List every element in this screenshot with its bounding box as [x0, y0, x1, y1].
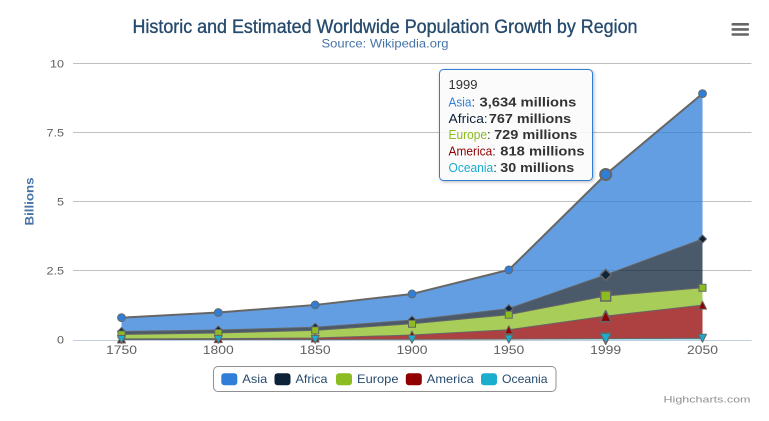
svg-text:0: 0	[57, 335, 64, 347]
svg-text:America:: America:	[449, 144, 496, 159]
svg-text:1950: 1950	[493, 343, 524, 357]
svg-text:Billions: Billions	[23, 177, 37, 225]
svg-text:Africa:: Africa:	[449, 111, 488, 126]
svg-text:America: America	[427, 372, 474, 386]
svg-text:1999: 1999	[590, 343, 621, 357]
svg-text:3,634 millions: 3,634 millions	[480, 94, 577, 109]
svg-text:Europe: Europe	[357, 372, 399, 386]
svg-text:Oceania: Oceania	[502, 372, 548, 386]
svg-text:1999: 1999	[449, 77, 478, 92]
svg-text:767 millions: 767 millions	[489, 111, 571, 126]
svg-text:1750: 1750	[106, 343, 137, 357]
svg-text:Europe:: Europe:	[449, 127, 491, 142]
svg-text:818 millions: 818 millions	[500, 144, 584, 159]
svg-text:7.5: 7.5	[47, 128, 65, 140]
svg-text:Historic and Estimated Worldwi: Historic and Estimated Worldwide Populat…	[133, 17, 638, 38]
svg-text:30 millions: 30 millions	[500, 160, 574, 175]
svg-text:Oceania:: Oceania:	[449, 160, 497, 175]
svg-text:10: 10	[50, 59, 64, 71]
svg-text:Africa: Africa	[296, 372, 328, 386]
svg-text:Highcharts.com: Highcharts.com	[664, 395, 751, 406]
svg-text:1850: 1850	[300, 343, 331, 357]
svg-text:2050: 2050	[687, 343, 718, 357]
svg-text:1800: 1800	[203, 343, 234, 357]
svg-text:Source: Wikipedia.org: Source: Wikipedia.org	[322, 37, 449, 51]
svg-text:5: 5	[57, 197, 64, 209]
svg-text:2.5: 2.5	[47, 266, 65, 278]
svg-text:729 millions: 729 millions	[494, 127, 577, 142]
svg-text:Asia: Asia	[242, 372, 267, 386]
svg-text:Asia:: Asia:	[449, 94, 476, 109]
svg-text:1900: 1900	[397, 343, 428, 357]
